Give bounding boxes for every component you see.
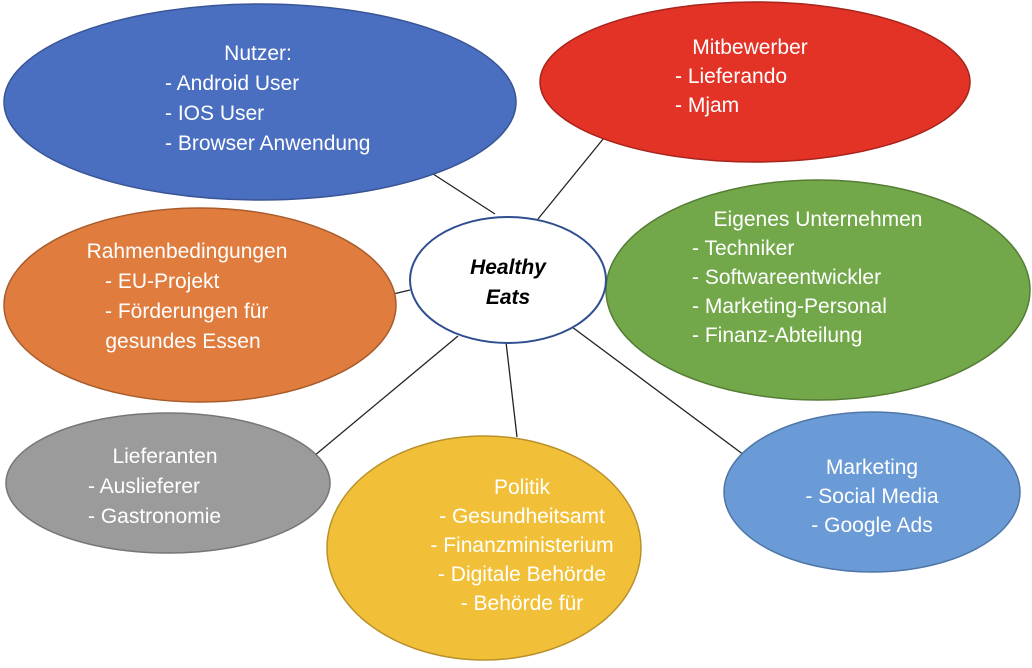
ellipse-politik: [326, 435, 642, 661]
node-item-nutzer: - IOS User: [165, 102, 264, 125]
node-title-lieferanten: Lieferanten: [112, 445, 217, 468]
ellipse-lieferanten: [5, 412, 331, 554]
node-item-rahmenbedingungen: - EU-Projekt: [105, 270, 220, 293]
ellipse-nutzer: [3, 3, 517, 201]
node-item-eigenes-unternehmen: - Finanz-Abteilung: [692, 324, 862, 347]
node-item-nutzer: - Android User: [165, 72, 299, 95]
node-item-rahmenbedingungen: - Förderungen für: [105, 300, 268, 323]
node-title-rahmenbedingungen: Rahmenbedingungen: [87, 240, 288, 263]
node-mitbewerber: Mitbewerber - Lieferando - Mjam: [539, 1, 971, 163]
node-item-politik: - Behörde für: [461, 592, 584, 615]
node-lieferanten: Lieferanten - Auslieferer - Gastronomie: [5, 412, 331, 554]
connector-marketing: [567, 323, 745, 456]
ellipse-marketing: [723, 411, 1021, 573]
node-politik: Politik - Gesundheitsamt - Finanzministeri…: [326, 435, 642, 661]
node-title-marketing: Marketing: [826, 456, 918, 479]
node-eigenes-unternehmen: Eigenes Unternehmen - Techniker - Software…: [605, 179, 1031, 401]
center-label: Eats: [486, 286, 530, 309]
node-item-lieferanten: - Auslieferer: [88, 475, 200, 498]
node-item-politik: - Gesundheitsamt: [439, 505, 605, 528]
node-item-mitbewerber: - Lieferando: [675, 65, 787, 88]
node-nutzer: Nutzer: - Android User - IOS User - Browser…: [3, 3, 517, 201]
node-title-nutzer: Nutzer:: [224, 42, 292, 65]
node-item-marketing: - Social Media: [805, 485, 938, 508]
node-item-politik: - Digitale Behörde: [438, 563, 606, 586]
node-item-lieferanten: - Gastronomie: [88, 505, 221, 528]
node-item-eigenes-unternehmen: - Techniker: [692, 237, 794, 260]
node-item-eigenes-unternehmen: - Marketing-Personal: [692, 295, 887, 318]
connector-nutzer: [429, 171, 496, 215]
node-item-eigenes-unternehmen: - Softwareentwickler: [692, 266, 881, 289]
node-title-eigenes-unternehmen: Eigenes Unternehmen: [714, 208, 923, 231]
connector-lieferanten: [313, 335, 459, 457]
node-marketing: Marketing - Social Media - Google Ads: [723, 411, 1021, 573]
connector-mitbewerber: [537, 132, 609, 220]
ellipse-eigenes-unternehmen: [605, 179, 1031, 401]
ellipse-rahmenbedingungen: [3, 207, 397, 403]
node-item-politik: - Finanzministerium: [430, 534, 613, 557]
node-item-mitbewerber: - Mjam: [675, 94, 739, 117]
center-node: Healthy Eats: [409, 216, 607, 344]
ellipse-mitbewerber: [539, 1, 971, 163]
node-item-rahmenbedingungen: gesundes Essen: [105, 330, 260, 353]
center-ellipse: [409, 216, 607, 344]
node-item-nutzer: - Browser Anwendung: [165, 132, 370, 155]
center-label: Healthy: [470, 256, 547, 279]
node-title-politik: Politik: [494, 476, 551, 499]
node-title-mitbewerber: Mitbewerber: [692, 36, 808, 59]
connector-politik: [505, 341, 518, 438]
node-item-marketing: - Google Ads: [811, 514, 932, 537]
node-rahmenbedingungen: Rahmenbedingungen - EU-Projekt - Förderung…: [3, 207, 397, 403]
